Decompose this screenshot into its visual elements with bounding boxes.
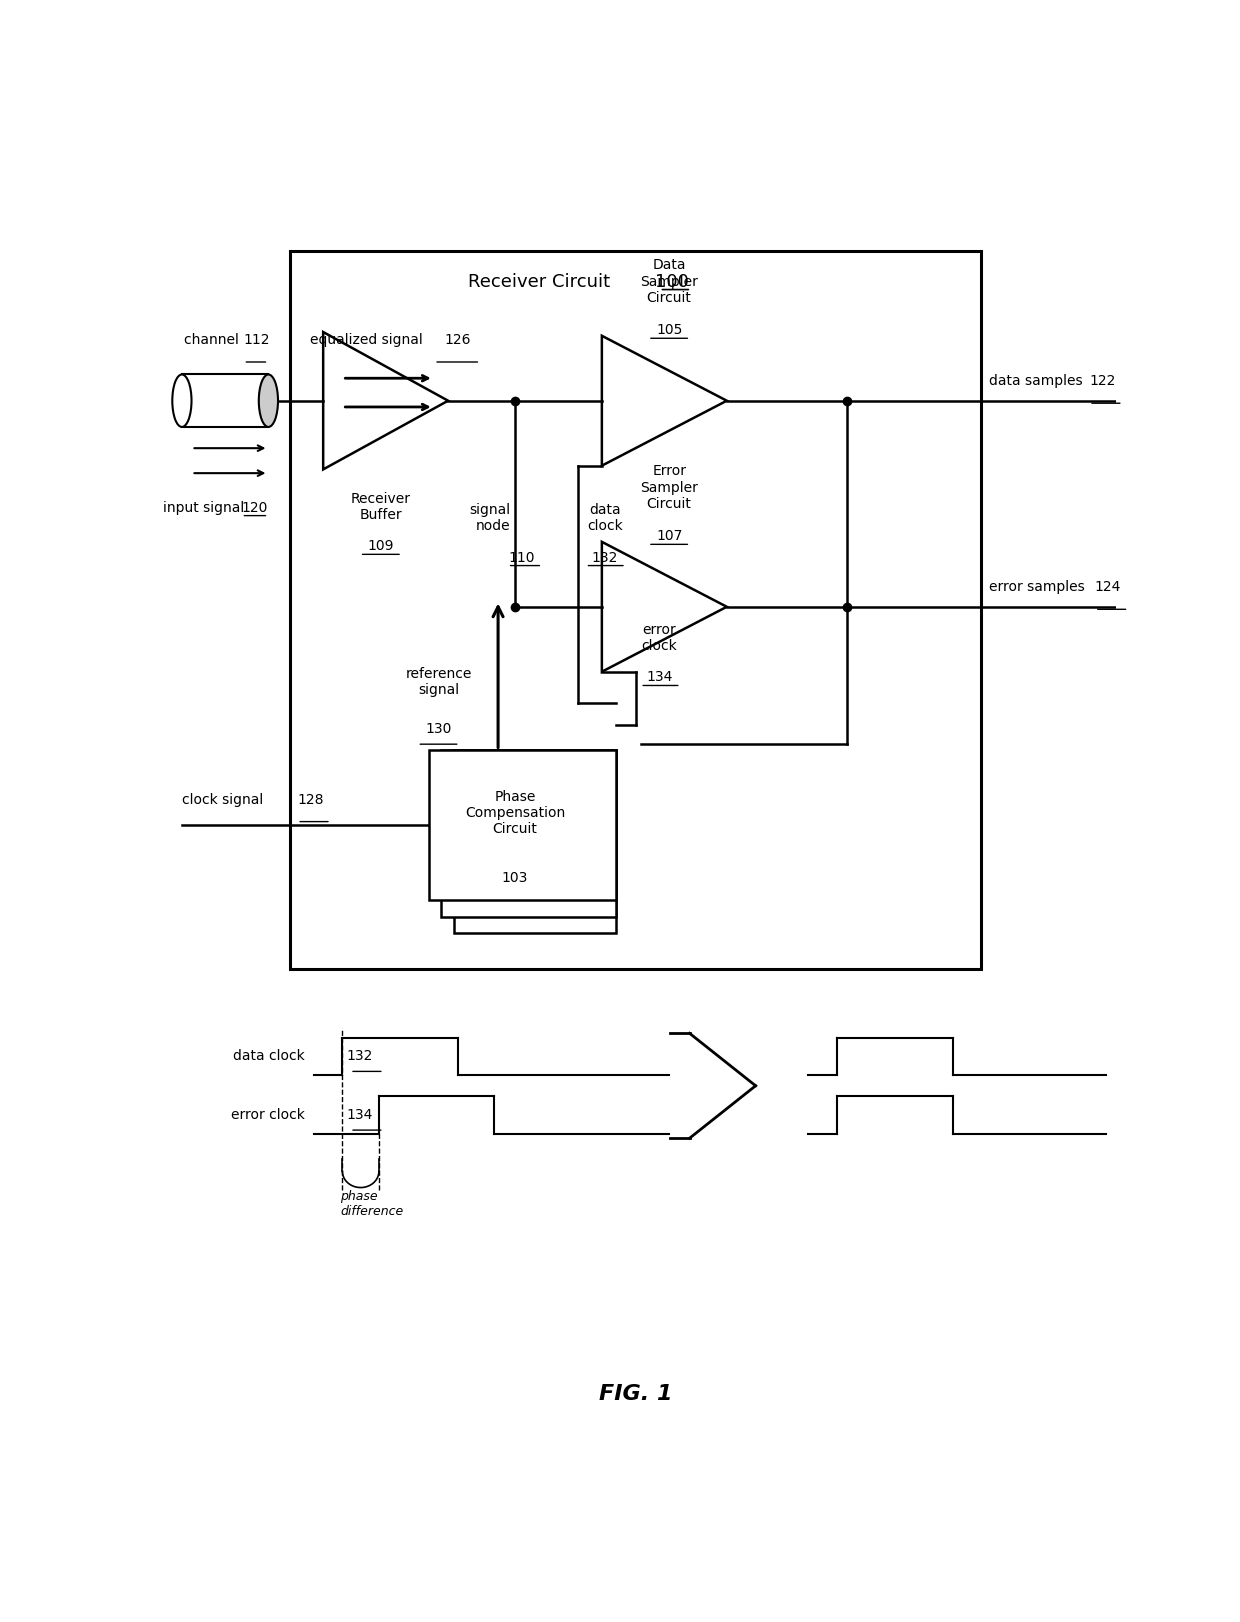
- FancyBboxPatch shape: [290, 251, 982, 968]
- Text: 105: 105: [656, 323, 682, 337]
- Text: clock signal: clock signal: [182, 793, 268, 806]
- Text: FIG. 1: FIG. 1: [599, 1384, 672, 1403]
- Text: Receiver Circuit: Receiver Circuit: [469, 274, 616, 292]
- Text: Phase
Compensation
Circuit: Phase Compensation Circuit: [465, 790, 565, 835]
- Text: error clock: error clock: [231, 1108, 309, 1122]
- Text: 134: 134: [646, 670, 673, 684]
- Text: 103: 103: [502, 871, 528, 886]
- FancyBboxPatch shape: [182, 375, 268, 427]
- Text: 134: 134: [347, 1108, 373, 1122]
- FancyBboxPatch shape: [441, 751, 616, 916]
- Text: 132: 132: [347, 1049, 373, 1064]
- Text: signal
node: signal node: [470, 503, 511, 534]
- Text: 112: 112: [243, 333, 270, 347]
- Text: equalized signal: equalized signal: [310, 333, 428, 347]
- Text: channel: channel: [184, 333, 243, 347]
- Text: 110: 110: [508, 550, 534, 564]
- Text: 100: 100: [656, 274, 689, 292]
- Text: reference
signal: reference signal: [405, 667, 471, 697]
- Ellipse shape: [172, 375, 191, 427]
- Text: input signal: input signal: [162, 501, 248, 514]
- Polygon shape: [601, 336, 727, 466]
- Text: 107: 107: [656, 529, 682, 543]
- Text: 124: 124: [1095, 581, 1121, 594]
- Text: 130: 130: [425, 722, 451, 736]
- Text: error samples: error samples: [990, 581, 1089, 594]
- Text: 126: 126: [444, 333, 470, 347]
- Text: 120: 120: [242, 501, 268, 514]
- Text: 122: 122: [1089, 375, 1116, 388]
- Text: data samples: data samples: [990, 375, 1087, 388]
- FancyBboxPatch shape: [454, 751, 616, 933]
- FancyBboxPatch shape: [429, 751, 616, 900]
- Ellipse shape: [259, 375, 278, 427]
- Text: data clock: data clock: [233, 1049, 309, 1064]
- Text: Error
Sampler
Circuit: Error Sampler Circuit: [640, 464, 698, 511]
- Text: data
clock: data clock: [587, 503, 622, 534]
- Polygon shape: [324, 333, 448, 469]
- Text: 132: 132: [591, 550, 618, 564]
- Text: error
clock: error clock: [641, 623, 677, 654]
- Text: 128: 128: [298, 793, 324, 806]
- Text: 109: 109: [367, 540, 394, 553]
- Text: Data
Sampler
Circuit: Data Sampler Circuit: [640, 258, 698, 305]
- Text: Receiver
Buffer: Receiver Buffer: [351, 491, 410, 522]
- Text: phase
difference: phase difference: [341, 1191, 404, 1218]
- Polygon shape: [601, 542, 727, 672]
